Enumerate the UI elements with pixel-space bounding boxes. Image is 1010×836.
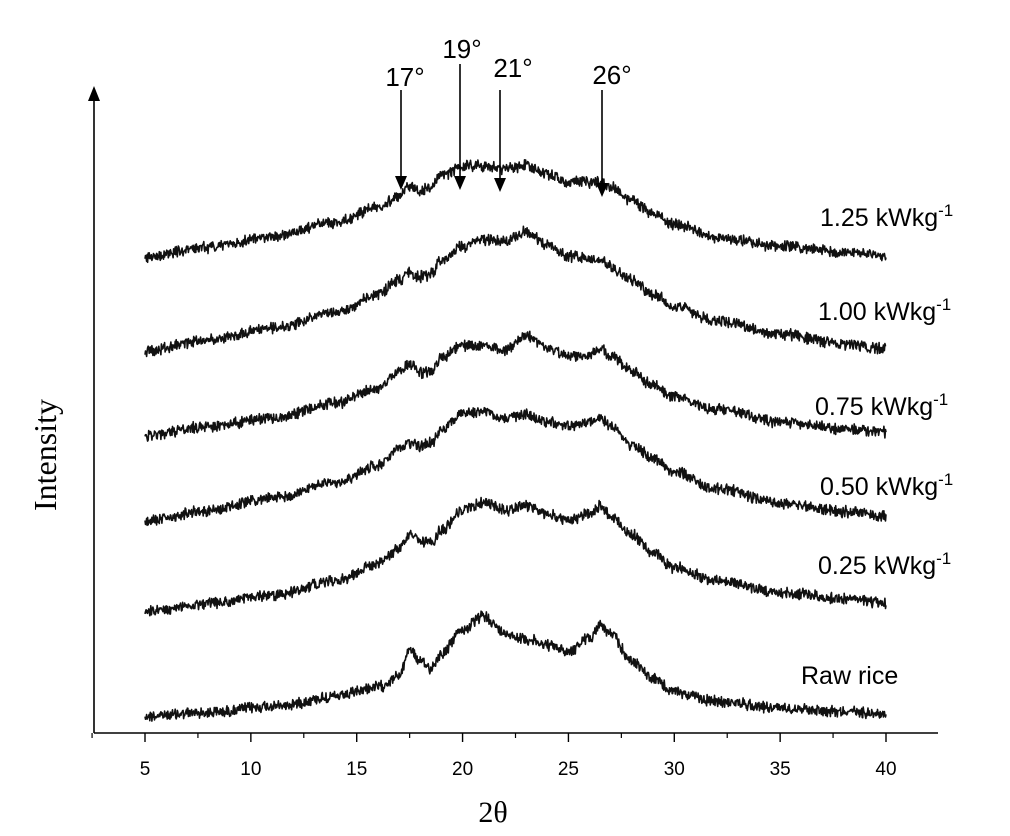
peak-arrowhead [454, 176, 466, 190]
x-tick-label: 15 [346, 759, 367, 780]
peak-label: 17° [385, 62, 424, 92]
series-trace [144, 225, 887, 358]
series-label: Raw rice [801, 662, 898, 690]
x-axis-title: 2θ [478, 796, 507, 829]
peak-arrowhead [395, 176, 407, 190]
peak-label: 21° [493, 53, 532, 83]
x-tick-label: 35 [770, 759, 791, 780]
series-label: 1.00 kWkg-1 [818, 295, 951, 326]
series-trace [144, 406, 887, 527]
x-tick-label: 30 [664, 759, 685, 780]
peak-annotations: 17° 19° 21° 26° [385, 34, 632, 197]
series-traces [144, 159, 887, 722]
y-axis-title: Intensity [27, 399, 63, 511]
x-tick-label: 25 [558, 759, 579, 780]
series-label: 0.25 kWkg-1 [818, 549, 951, 580]
series-trace [144, 159, 887, 264]
x-tick-label: 5 [140, 759, 151, 780]
series-trace [144, 610, 887, 722]
peak-label: 26° [592, 60, 631, 90]
series-trace [144, 330, 887, 442]
series-label: 0.75 kWkg-1 [815, 390, 948, 421]
x-tick-label: 20 [452, 759, 473, 780]
axes: 5 10 15 20 25 30 35 40 [88, 86, 938, 780]
y-axis-arrowhead [88, 86, 100, 101]
series-trace [144, 496, 887, 617]
series-label: 1.25 kWkg-1 [820, 201, 953, 232]
x-tick-label: 10 [240, 759, 261, 780]
peak-label: 19° [442, 34, 481, 64]
series-labels: Raw rice 0.25 kWkg-1 0.50 kWkg-1 0.75 kWkg-… [801, 201, 953, 690]
peak-arrowhead [596, 183, 608, 197]
series-label: 0.50 kWkg-1 [820, 470, 953, 501]
x-tick-label: 40 [875, 759, 896, 780]
x-axis-ticks: 5 10 15 20 25 30 35 40 [91, 733, 897, 780]
peak-arrowhead [494, 178, 506, 192]
